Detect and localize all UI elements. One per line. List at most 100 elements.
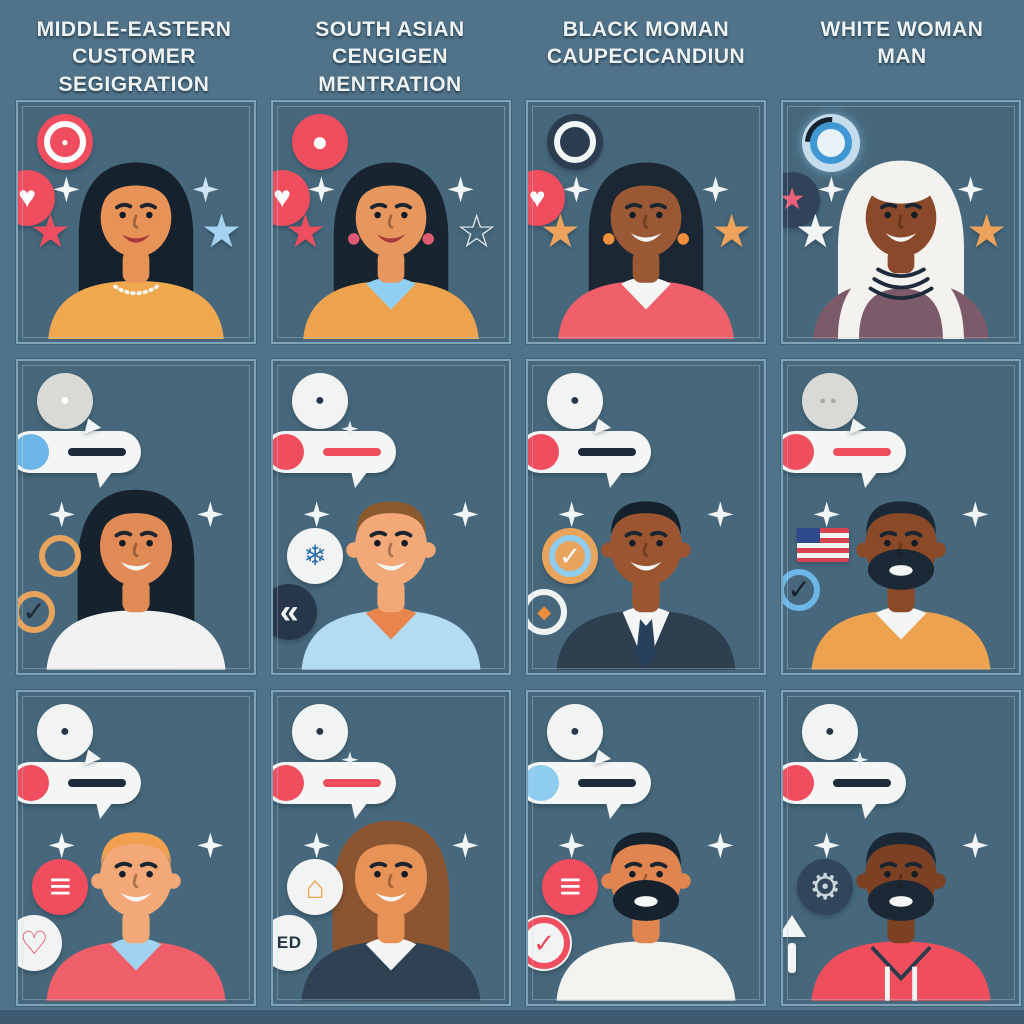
avatar bbox=[29, 480, 243, 673]
toggle-knob bbox=[273, 765, 304, 802]
toggle-dash bbox=[832, 448, 891, 457]
persona-grid: ● ♥ ★ ★ ● ♥ ★ ☆ ♥ ★ ★ ★ ★ ★ ● ✓ ● ❄ «● ✓ ◆ ●● ✓ ● ≡ ♡ ● ⌂ ED ● ≡ ✓ ● ⚙ bbox=[16, 100, 1021, 1006]
bottom-strip bbox=[0, 1010, 1024, 1024]
star-icon: ★ bbox=[284, 204, 327, 257]
avatar bbox=[794, 811, 1008, 1004]
settings-gear-icon: ⚙ bbox=[797, 858, 854, 915]
star-icon: ★ bbox=[200, 204, 243, 257]
toggle-knob bbox=[783, 765, 814, 802]
refresh-ring-icon bbox=[794, 106, 868, 180]
column-title-4: WHITE WOMAN MAN bbox=[782, 16, 1022, 98]
toggle-dash bbox=[577, 448, 636, 457]
toggle-tail bbox=[860, 802, 878, 820]
toggle-dash bbox=[577, 779, 636, 788]
persona-cell-r3c3: ● ≡ ✓ bbox=[526, 690, 766, 1006]
radio-dot-icon: ● bbox=[36, 704, 93, 761]
record-icon: ● bbox=[291, 114, 348, 170]
persona-cell-r1c2: ● ♥ ★ ☆ bbox=[271, 100, 511, 344]
star-icon: ★ bbox=[29, 204, 72, 257]
persona-cell-r2c1: ● ✓ bbox=[16, 359, 256, 675]
column-title-line1: WHITE WOMAN bbox=[820, 18, 984, 41]
radio-dot-icon: ● bbox=[546, 373, 603, 430]
toggle-tail bbox=[605, 802, 623, 820]
column-title-line2: CUSTOMER SEGIGRATION bbox=[58, 45, 210, 96]
star-outline-icon: ☆ bbox=[455, 204, 498, 257]
radio-dot-icon: ● bbox=[291, 704, 348, 761]
persona-cell-r2c3: ● ✓ ◆ bbox=[526, 359, 766, 675]
ed-badge: ED bbox=[273, 914, 318, 971]
column-title-line1: MIDDLE-EASTERN bbox=[36, 18, 232, 41]
radio-dot-icon: ● bbox=[291, 373, 348, 430]
radio-dot-icon: ● bbox=[546, 704, 603, 761]
toggle-switch[interactable] bbox=[18, 431, 141, 489]
avatar bbox=[794, 480, 1008, 673]
toggle-switch[interactable] bbox=[528, 762, 651, 820]
avatar bbox=[31, 153, 241, 342]
check-swoosh-icon: ✓ bbox=[528, 914, 573, 971]
menu-lines-icon: ≡ bbox=[542, 858, 599, 915]
column-title-line2: CENGIGEN MENTRATION bbox=[318, 45, 462, 96]
toggle-dash bbox=[67, 779, 126, 788]
persona-cell-r3c1: ● ≡ ♡ bbox=[16, 690, 256, 1006]
persona-cell-r1c4: ★ ★ ★ bbox=[781, 100, 1021, 344]
toggle-switch[interactable] bbox=[273, 762, 396, 820]
target-icon: ● bbox=[36, 114, 93, 170]
check-ring-icon: ✓ bbox=[783, 562, 827, 618]
star-icon: ★ bbox=[539, 204, 582, 257]
menu-lines-icon: ≡ bbox=[32, 858, 89, 915]
dots-icon: ●● bbox=[801, 373, 858, 430]
toggle-switch[interactable] bbox=[18, 762, 141, 820]
toggle-tail bbox=[95, 802, 113, 820]
check-circle-icon: ✓ bbox=[542, 527, 599, 584]
toggle-tail bbox=[605, 471, 623, 489]
toggle-tail bbox=[95, 471, 113, 489]
toggle-tail bbox=[350, 471, 368, 489]
column-title-1: MIDDLE-EASTERN CUSTOMER SEGIGRATION bbox=[14, 16, 254, 98]
star-icon: ★ bbox=[965, 204, 1008, 257]
column-title-line1: SOUTH ASIAN bbox=[315, 18, 465, 41]
toggle-dash bbox=[832, 779, 891, 788]
toggle-knob bbox=[273, 434, 304, 471]
us-flag-icon bbox=[797, 527, 850, 562]
toggle-dash bbox=[67, 448, 126, 457]
persona-cell-r1c1: ● ♥ ★ ★ bbox=[16, 100, 256, 344]
avatar bbox=[29, 811, 243, 1004]
toggle-switch[interactable] bbox=[273, 431, 396, 489]
clock-ring-icon bbox=[32, 528, 88, 584]
avatar bbox=[286, 153, 496, 342]
heart-outline-icon: ♡ bbox=[18, 914, 63, 971]
circle-outline-icon bbox=[546, 114, 603, 170]
toggle-switch[interactable] bbox=[783, 762, 906, 820]
star-icon: ★ bbox=[794, 204, 837, 257]
column-title-line2: CAUPECICANDIUN bbox=[546, 45, 746, 69]
avatar bbox=[539, 480, 753, 673]
rewind-icon: « bbox=[273, 583, 318, 640]
toggle-dash bbox=[322, 779, 381, 788]
sprout-icon bbox=[783, 914, 813, 973]
avatar bbox=[541, 153, 751, 342]
toggle-switch[interactable] bbox=[528, 431, 651, 489]
column-title-2: SOUTH ASIAN CENGIGEN MENTRATION bbox=[270, 16, 510, 98]
header-row: MIDDLE-EASTERN CUSTOMER SEGIGRATION SOUT… bbox=[14, 16, 1024, 98]
diamond-ring-icon: ◆ bbox=[528, 584, 572, 640]
toggle-knob bbox=[528, 765, 559, 802]
avatar bbox=[284, 480, 498, 673]
toggle-switch[interactable] bbox=[783, 431, 906, 489]
check-ring-icon: ✓ bbox=[18, 584, 62, 640]
avatar bbox=[796, 153, 1006, 342]
avatar bbox=[539, 811, 753, 1004]
column-title-line1: BLACK MOMAN bbox=[562, 18, 730, 41]
toggle-knob bbox=[18, 765, 49, 802]
snowflake-icon: ❄ bbox=[287, 527, 344, 584]
column-title-line2: MAN bbox=[877, 45, 927, 69]
toggle-knob bbox=[18, 434, 49, 471]
persona-cell-r3c4: ● ⚙ bbox=[781, 690, 1021, 1006]
column-title-3: BLACK MOMAN CAUPECICANDIUN bbox=[526, 16, 766, 98]
persona-cell-r3c2: ● ⌂ ED bbox=[271, 690, 511, 1006]
home-icon: ⌂ bbox=[287, 858, 344, 915]
persona-cell-r2c4: ●● ✓ bbox=[781, 359, 1021, 675]
star-icon: ★ bbox=[710, 204, 753, 257]
toggle-tail bbox=[350, 802, 368, 820]
persona-cell-r2c2: ● ❄ « bbox=[271, 359, 511, 675]
toggle-knob bbox=[783, 434, 814, 471]
